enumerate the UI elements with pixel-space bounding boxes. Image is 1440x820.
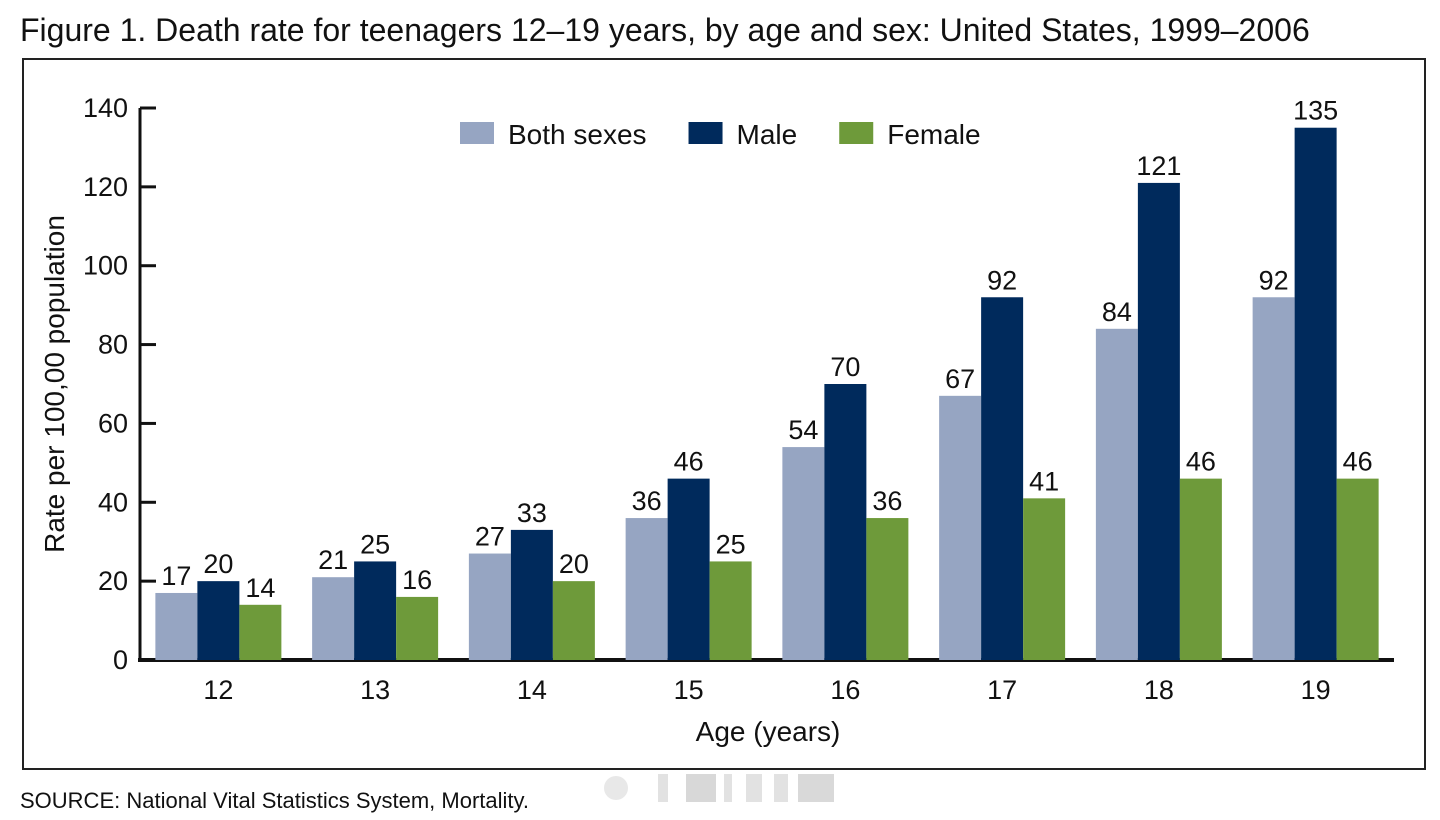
bar	[625, 518, 668, 660]
legend-swatch	[688, 122, 723, 144]
bar-value-label: 121	[1136, 151, 1181, 181]
bar	[1336, 478, 1379, 660]
x-tick-label: 12	[203, 675, 233, 705]
bar	[155, 592, 198, 660]
bar	[1294, 127, 1337, 660]
y-axis-title: Rate per 100,00 population	[39, 215, 70, 553]
watermark-image	[598, 770, 838, 806]
bar	[1252, 297, 1295, 660]
y-tick-label: 100	[83, 251, 128, 281]
bar-value-label: 27	[475, 522, 505, 552]
bar	[1179, 478, 1222, 660]
x-tick-label: 17	[987, 675, 1017, 705]
bar-value-label: 21	[318, 545, 348, 575]
legend-label: Female	[887, 119, 980, 150]
x-axis-title: Age (years)	[696, 716, 841, 747]
bar	[354, 561, 397, 660]
bar-value-label: 17	[161, 561, 191, 591]
legend-swatch	[460, 122, 494, 144]
x-tick-label: 19	[1301, 675, 1331, 705]
y-tick-label: 120	[83, 172, 128, 202]
bar	[981, 297, 1024, 660]
bar	[824, 384, 867, 660]
x-tick-label: 18	[1144, 675, 1174, 705]
bar-value-label: 46	[1186, 447, 1216, 477]
bar	[312, 577, 355, 660]
bar-value-label: 70	[830, 352, 860, 382]
y-tick-label: 80	[98, 330, 128, 360]
bar-value-label: 41	[1029, 466, 1059, 496]
bar-value-label: 20	[203, 549, 233, 579]
legend-label: Male	[737, 119, 798, 150]
bar-value-label: 16	[402, 565, 432, 595]
bar	[1023, 498, 1066, 660]
chart-frame	[22, 58, 1426, 770]
bar-value-label: 14	[245, 573, 275, 603]
legend-label: Both sexes	[508, 119, 647, 150]
bar	[939, 395, 982, 660]
bar	[1137, 182, 1180, 660]
bar-value-label: 92	[1259, 265, 1289, 295]
bar	[468, 553, 511, 660]
bar-value-label: 36	[632, 486, 662, 516]
y-tick-label: 0	[113, 645, 128, 675]
legend: Both sexes Male Female	[460, 119, 981, 150]
bar-value-label: 135	[1293, 96, 1338, 126]
bar-value-label: 46	[674, 447, 704, 477]
bar	[782, 447, 825, 660]
bar-chart: 0 20 40 60 80 100 120 140 12 13 14 15 16 17 18 19 17 21…	[39, 93, 1394, 747]
bars: 17 21 27 36 54 67 84 92 20 25 33 46 70 92 121 135 14 16 20…	[155, 96, 1379, 660]
bar-value-label: 20	[559, 549, 589, 579]
figure-title: Figure 1. Death rate for teenagers 12–19…	[20, 12, 1310, 48]
y-tick-label: 20	[98, 566, 128, 596]
source-note: SOURCE: National Vital Statistics System…	[20, 788, 529, 813]
bar-value-label: 54	[788, 415, 818, 445]
bar-value-label: 25	[716, 529, 746, 559]
x-tick-label: 13	[360, 675, 390, 705]
bar	[1095, 328, 1138, 660]
legend-swatch	[839, 122, 874, 144]
x-tick-label: 16	[830, 675, 860, 705]
bar	[709, 561, 752, 660]
bar-value-label: 25	[360, 529, 390, 559]
bar	[197, 581, 240, 660]
y-tick-label: 60	[98, 408, 128, 438]
x-tick-label: 15	[674, 675, 704, 705]
y-tick-label: 140	[83, 93, 128, 123]
bar	[552, 581, 595, 660]
x-axis: 12 13 14 15 16 17 18 19	[138, 658, 1394, 705]
bar-value-label: 36	[872, 486, 902, 516]
bar	[866, 518, 909, 660]
x-tick-label: 14	[517, 675, 547, 705]
bar	[510, 529, 553, 660]
bar-value-label: 92	[987, 265, 1017, 295]
bar	[239, 604, 282, 660]
bar-value-label: 46	[1343, 447, 1373, 477]
bar	[396, 596, 439, 660]
bar-value-label: 67	[945, 364, 975, 394]
bar-value-label: 33	[517, 498, 547, 528]
y-axis: 0 20 40 60 80 100 120 140	[83, 93, 156, 675]
bar	[667, 478, 710, 660]
bar-value-label: 84	[1102, 297, 1132, 327]
y-tick-label: 40	[98, 487, 128, 517]
